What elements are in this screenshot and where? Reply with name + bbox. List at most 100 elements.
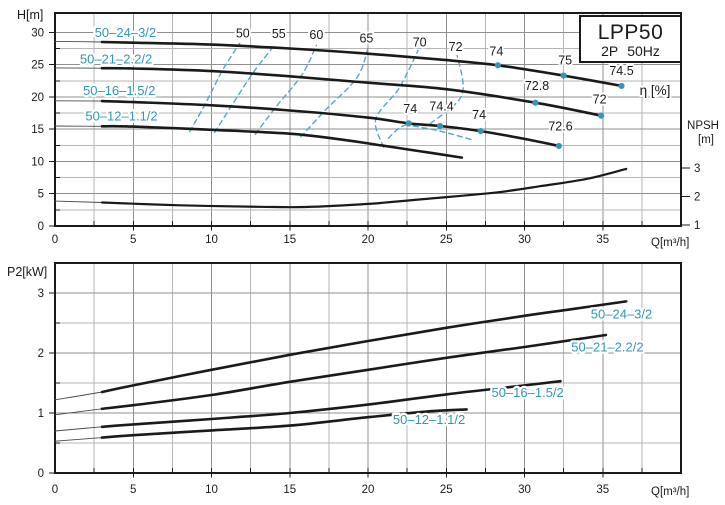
curve-main — [100, 333, 608, 411]
y-tick-label: 2 — [38, 348, 44, 360]
efficiency-contour — [387, 123, 410, 139]
title-box-frame — [579, 15, 682, 63]
npsh-curve-main — [100, 167, 628, 209]
x-tick-label: 0 — [52, 484, 58, 496]
x-tick-label: 15 — [283, 484, 296, 496]
curve-label: 50–12–1.1/2 — [85, 108, 157, 123]
y-axis-title: P2[kW] — [7, 265, 47, 279]
power-curve-50-16-1-5-2: 50–16–1.5/2 — [54, 379, 566, 432]
duty-point-eta-label: 75 — [558, 54, 572, 68]
model-title: LPP50 — [598, 21, 664, 44]
x-tick-label: 25 — [440, 484, 453, 496]
efficiency-contour-55 — [213, 43, 277, 134]
curve-main — [100, 379, 562, 429]
efficiency-contour-label: 65 — [359, 32, 373, 46]
x-tick-label: 10 — [205, 234, 218, 246]
eta-axis-title: η [%] — [640, 83, 671, 98]
curve-main — [100, 124, 464, 159]
npsh-tick-label: 3 — [694, 163, 700, 175]
x-tick-label: 0 — [52, 234, 58, 246]
x-tick-label: 30 — [518, 484, 531, 496]
duty-point-eta-label: 72.6 — [548, 119, 572, 133]
x-tick-label: 20 — [362, 234, 375, 246]
efficiency-contour-label: 70 — [413, 36, 427, 50]
duty-point-dot — [532, 99, 539, 106]
curve-main — [100, 40, 623, 88]
power-curve-50-12-1-1-2: 50–12–1.1/2 — [54, 408, 468, 442]
x-tick-label: 30 — [518, 234, 531, 246]
npsh-axis-title: NPSH — [687, 120, 719, 132]
model-subtitle: 2P 50Hz — [601, 43, 660, 59]
y-axis-title: H[m] — [17, 8, 43, 22]
x-tick-label: 35 — [596, 234, 609, 246]
y-tick-label: 20 — [31, 92, 44, 104]
y-tick-label: 10 — [31, 156, 44, 168]
curve-label: 50–21–2.2/2 — [571, 340, 643, 355]
npsh-curve-thin — [54, 168, 627, 208]
duty-point-dot — [560, 72, 567, 79]
duty-point-dot — [477, 128, 484, 135]
curve-main — [100, 99, 561, 148]
npsh-tick-label: 1 — [694, 220, 700, 232]
efficiency-contour-60 — [254, 44, 318, 135]
efficiency-contour-50 — [188, 42, 241, 133]
x-tick-label: 35 — [596, 484, 609, 496]
pump-curve-50-12-1-1-2: 50–12–1.1/2 — [54, 106, 464, 159]
curve-main — [100, 66, 603, 117]
y-tick-label: 0 — [38, 468, 44, 480]
x-tick-label: 10 — [205, 484, 218, 496]
x-tick-label: 15 — [283, 234, 296, 246]
duty-point-dot — [555, 142, 563, 150]
axis-ticks: 0 5 10 15 20 25 30 35 0 1 2 3 — [38, 288, 682, 496]
power-curve-50-21-2-2-2: 50–21–2.2/2 — [54, 333, 646, 416]
y-tick-label: 3 — [38, 288, 44, 300]
duty-point-dot — [618, 82, 625, 90]
duty-point-dot — [598, 112, 605, 119]
y-tick-label: 0 — [38, 221, 44, 233]
x-tick-label: 25 — [440, 234, 453, 246]
efficiency-contour-label: 72 — [449, 40, 463, 54]
duty-point-dot — [494, 62, 501, 69]
duty-point-eta-label: 74 — [489, 45, 503, 59]
curve-main — [100, 300, 628, 394]
y-tick-label: 5 — [38, 189, 44, 201]
efficiency-contour-label: 55 — [272, 27, 286, 41]
efficiency-contour-70 — [374, 49, 419, 148]
x-tick-label: 5 — [130, 234, 136, 246]
x-axis-title: Q[m³/h] — [651, 237, 689, 249]
efficiency-contour-label: 60 — [309, 28, 323, 42]
efficiency-contours: 50 55 60 65 70 72 — [188, 25, 472, 148]
grid — [55, 263, 681, 473]
duty-point-eta-label: 74 — [403, 102, 417, 116]
x-tick-label: 20 — [362, 484, 375, 496]
x-axis-title: Q[m³/h] — [651, 486, 689, 498]
duty-point-dot — [436, 122, 444, 130]
curve-main — [100, 408, 468, 439]
npsh-tick-label: 2 — [694, 192, 700, 204]
curve-label: 50–24–3/2 — [591, 307, 652, 322]
curve-label: 50–12–1.1/2 — [393, 412, 465, 427]
npsh-curve — [54, 167, 628, 209]
duty-point-eta-label: 74.5 — [609, 64, 633, 78]
x-tick-label: 5 — [130, 484, 136, 496]
pump-curve-50-24-3-2: 74 75 74.5 50–24–3/2 — [54, 23, 636, 90]
efficiency-contour-65 — [300, 47, 369, 138]
efficiency-contour — [412, 125, 472, 141]
y-tick-label: 25 — [31, 60, 44, 72]
duty-point-eta-label: 74.4 — [429, 99, 453, 113]
duty-point-dot — [405, 120, 412, 127]
y-tick-label: 15 — [31, 124, 44, 136]
efficiency-contour-72 — [429, 54, 464, 125]
pump-curve-50-16-1-5-2: 74 74.4 74 72.6 50–16–1.5/2 — [54, 81, 575, 150]
npsh-axis-title-units: [m] — [698, 134, 714, 146]
curve-label: 50–21–2.2/2 — [80, 51, 152, 66]
duty-point-eta-label: 72 — [593, 92, 607, 106]
pump-curve-50-21-2-2-2: 72.8 72 50–21–2.2/2 — [54, 49, 609, 119]
y-tick-label: 1 — [38, 408, 44, 420]
curve-label: 50–24–3/2 — [95, 25, 156, 40]
efficiency-contour-label: 50 — [236, 27, 250, 41]
